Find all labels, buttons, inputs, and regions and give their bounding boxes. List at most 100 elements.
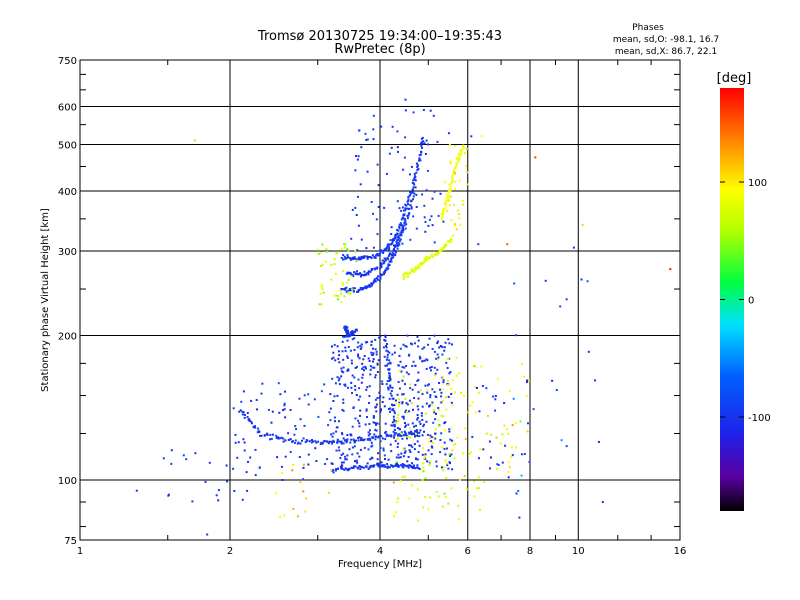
data-point bbox=[451, 379, 454, 382]
data-point bbox=[515, 492, 518, 495]
data-point bbox=[431, 446, 434, 449]
data-point bbox=[339, 466, 342, 468]
data-point bbox=[442, 469, 445, 472]
data-point bbox=[385, 346, 388, 349]
data-point bbox=[443, 466, 446, 469]
data-point bbox=[425, 367, 428, 370]
data-point bbox=[393, 351, 396, 354]
data-point bbox=[447, 189, 450, 192]
data-point bbox=[405, 409, 407, 412]
data-point bbox=[342, 401, 345, 404]
data-point bbox=[427, 224, 430, 227]
data-point bbox=[374, 338, 377, 341]
data-point bbox=[370, 441, 373, 444]
data-point bbox=[331, 377, 334, 380]
data-point bbox=[267, 408, 270, 411]
data-point bbox=[397, 419, 400, 422]
data-point bbox=[446, 367, 449, 369]
data-point bbox=[459, 223, 462, 226]
data-point bbox=[413, 443, 416, 446]
x-tick-label: 4 bbox=[377, 546, 383, 557]
data-point bbox=[375, 350, 378, 353]
data-point bbox=[515, 446, 517, 449]
data-point bbox=[446, 380, 449, 382]
data-point bbox=[239, 409, 242, 412]
data-point bbox=[362, 287, 365, 290]
data-point bbox=[394, 244, 397, 247]
data-point bbox=[350, 466, 353, 469]
colorbar-tick-label: 0 bbox=[748, 296, 754, 307]
data-point bbox=[376, 267, 378, 270]
data-point bbox=[404, 432, 407, 435]
data-point bbox=[560, 439, 563, 442]
data-point bbox=[392, 465, 395, 468]
data-point bbox=[458, 179, 461, 182]
data-point bbox=[345, 440, 348, 443]
data-point bbox=[415, 432, 417, 435]
data-point bbox=[389, 443, 392, 446]
data-point bbox=[372, 465, 375, 468]
data-point bbox=[416, 265, 419, 268]
data-point bbox=[417, 467, 420, 470]
data-point bbox=[441, 215, 444, 218]
data-point bbox=[351, 425, 354, 428]
data-point bbox=[448, 372, 451, 375]
data-point bbox=[451, 343, 453, 346]
data-point bbox=[372, 212, 375, 215]
data-point bbox=[378, 396, 381, 399]
data-point bbox=[436, 353, 439, 356]
data-point bbox=[395, 464, 398, 467]
data-point bbox=[255, 399, 258, 401]
data-point bbox=[346, 369, 349, 372]
data-point bbox=[396, 232, 399, 235]
data-point bbox=[413, 448, 416, 451]
data-point bbox=[322, 291, 325, 294]
data-point bbox=[373, 278, 376, 281]
data-point bbox=[515, 334, 518, 337]
data-point bbox=[436, 253, 439, 256]
data-point bbox=[397, 235, 400, 238]
data-point bbox=[449, 160, 452, 163]
data-point bbox=[388, 368, 391, 371]
data-point bbox=[409, 436, 411, 439]
data-point bbox=[409, 173, 411, 176]
data-point bbox=[371, 457, 374, 460]
data-point bbox=[444, 429, 446, 432]
data-point bbox=[410, 207, 413, 210]
data-point bbox=[351, 338, 354, 341]
data-point bbox=[398, 225, 401, 228]
data-point bbox=[431, 224, 434, 227]
data-point bbox=[424, 230, 427, 233]
data-point bbox=[344, 350, 347, 352]
data-point bbox=[512, 397, 515, 400]
data-point bbox=[443, 492, 446, 495]
data-point bbox=[249, 456, 252, 459]
data-point bbox=[402, 417, 405, 420]
data-point bbox=[471, 401, 474, 404]
data-point bbox=[396, 427, 399, 429]
data-point bbox=[400, 234, 403, 237]
data-point bbox=[413, 192, 416, 195]
data-point bbox=[345, 286, 348, 289]
data-point bbox=[345, 335, 348, 338]
data-point bbox=[356, 346, 359, 349]
data-point bbox=[347, 292, 350, 295]
data-point bbox=[360, 275, 362, 278]
data-point bbox=[404, 209, 407, 212]
data-point bbox=[354, 330, 357, 333]
data-point bbox=[517, 490, 520, 492]
data-point bbox=[325, 247, 328, 250]
data-point bbox=[369, 285, 372, 288]
data-point bbox=[250, 421, 253, 424]
data-point bbox=[314, 440, 317, 443]
data-point bbox=[398, 223, 401, 226]
data-point bbox=[442, 248, 445, 251]
data-point bbox=[378, 435, 381, 438]
data-point bbox=[396, 416, 399, 419]
data-point bbox=[504, 444, 507, 447]
data-point bbox=[396, 146, 399, 149]
data-point bbox=[204, 480, 207, 483]
data-point bbox=[404, 275, 407, 278]
data-point bbox=[390, 226, 393, 229]
data-point bbox=[387, 434, 390, 437]
